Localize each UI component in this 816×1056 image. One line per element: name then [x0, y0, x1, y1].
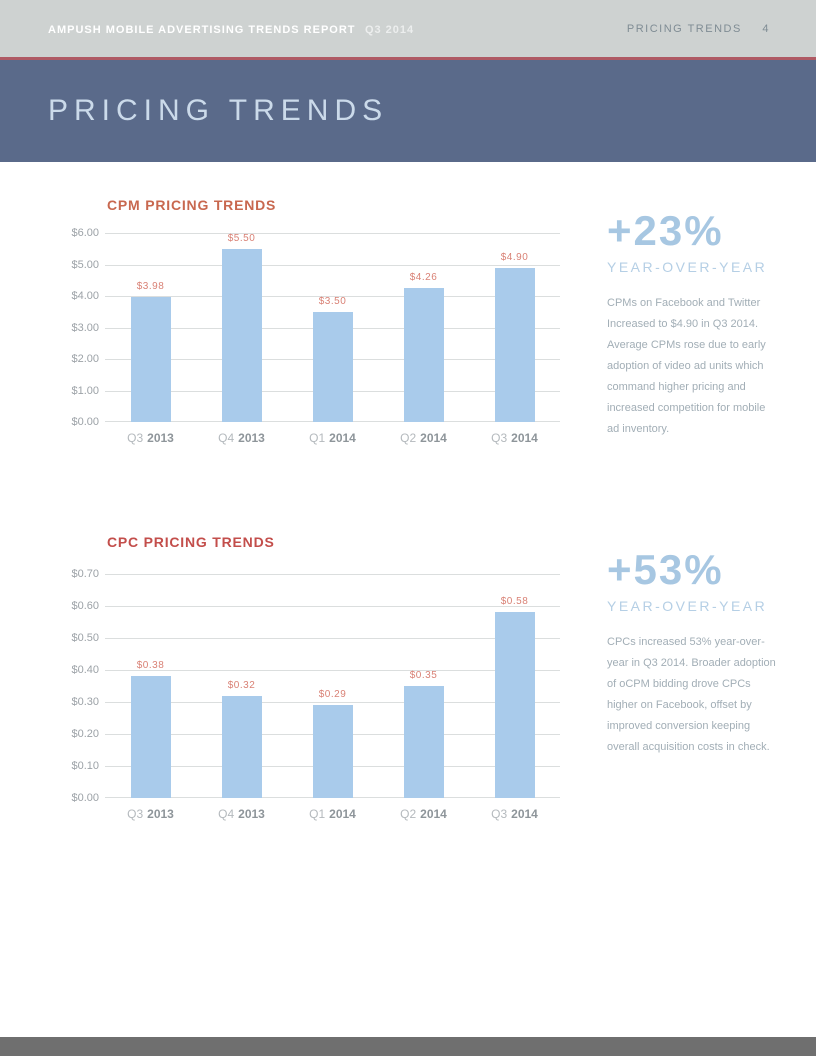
- cpm-stat-sublabel: YEAR-OVER-YEAR: [607, 259, 768, 275]
- cpc-plot-area: $0.70 $0.60 $0.50 $0.40 $0.30 $0.20 $0.10 $0.00…: [71, 568, 560, 821]
- report-period: Q3 2014: [364, 23, 415, 36]
- report-header: AMPUSH MOBILE ADVERTISING TRENDS REPORT …: [48, 20, 414, 38]
- bar-value-label: $3.98: [136, 280, 165, 292]
- x-label-year: 2013: [147, 807, 174, 821]
- y-axis-tick-label: $0.00: [71, 416, 99, 428]
- gridline: [105, 574, 560, 575]
- x-axis-label: Q3 2014: [465, 807, 565, 821]
- bar-value-label: $0.38: [136, 660, 165, 672]
- y-axis-tick-label: $1.00: [71, 384, 99, 397]
- x-axis-label: Q1 2014: [283, 807, 383, 821]
- x-axis-label: Q3 2014: [465, 431, 565, 445]
- gridline: [105, 638, 560, 639]
- bar-value-label: $0.32: [227, 679, 256, 691]
- bar-q1-2014: [312, 311, 353, 422]
- bar-q2-2014: [403, 686, 444, 798]
- cpc-chart-section: CPC PRICING TRENDS $0.70 $0.60 $0.50 $0.40 $…: [60, 534, 570, 821]
- y-axis-tick-label: $0.60: [71, 600, 99, 612]
- x-label-year: 2013: [238, 431, 265, 445]
- footer-bar: [0, 1037, 816, 1056]
- x-label-year: 2013: [147, 431, 174, 445]
- header-section-label: PRICING TRENDS: [626, 22, 742, 35]
- x-label-year: 2014: [420, 431, 447, 445]
- cpm-chart-section: CPM PRICING TRENDS $6.00 $5.00 $4.00 $3.00 $…: [60, 197, 570, 445]
- x-label-year: 2013: [238, 807, 265, 821]
- x-label-year: 2014: [329, 431, 356, 445]
- x-axis-label: Q4 2013: [192, 807, 292, 821]
- bar-value-label: $4.26: [409, 271, 438, 283]
- x-label-quarter: Q3: [491, 431, 508, 445]
- x-axis-label: Q3 2013: [101, 807, 201, 821]
- x-label-quarter: Q3: [127, 807, 144, 821]
- y-axis-tick-label: $0.30: [71, 696, 99, 708]
- y-axis-tick-label: $0.50: [71, 632, 99, 644]
- gridline: [105, 670, 560, 671]
- bar-q4-2013: [221, 695, 262, 798]
- cpm-chart-title: CPM PRICING TRENDS: [107, 197, 277, 213]
- cpc-stat-value: +53%: [607, 546, 724, 593]
- gridline: [105, 265, 560, 266]
- bar-q3-2014: [494, 267, 535, 422]
- y-axis-tick-label: $4.00: [71, 290, 99, 302]
- x-label-quarter: Q2: [400, 807, 417, 821]
- x-label-year: 2014: [511, 431, 538, 445]
- bar-value-label: $0.35: [409, 670, 438, 681]
- x-label-year: 2014: [420, 807, 447, 821]
- report-title: AMPUSH MOBILE ADVERTISING TRENDS REPORT: [48, 23, 356, 36]
- cpc-stat-block: +53% YEAR-OVER-YEAR CPCs increased 53% y…: [607, 549, 779, 758]
- bar-q1-2014: [312, 705, 353, 798]
- x-label-year: 2014: [511, 807, 538, 821]
- x-axis-label: Q2 2014: [374, 431, 474, 445]
- bar-value-label: $0.58: [500, 596, 529, 608]
- x-label-quarter: Q1: [309, 431, 326, 445]
- bar-value-label: $0.29: [318, 689, 347, 701]
- x-axis-label: Q2 2014: [374, 807, 474, 821]
- bar-value-label: $4.90: [500, 251, 529, 263]
- header-page-number: 4: [762, 22, 770, 35]
- gridline: [105, 296, 560, 297]
- cpm-stat-description: CPMs on Facebook and Twitter Increased t…: [607, 297, 766, 435]
- bar-q3-2013: [130, 676, 171, 798]
- cpm-stat-block: +23% YEAR-OVER-YEAR CPMs on Facebook and…: [607, 210, 779, 440]
- header-meta: PRICING TRENDS 4: [627, 23, 770, 35]
- y-axis-tick-label: $5.00: [71, 258, 99, 271]
- y-axis-tick-label: $0.40: [71, 664, 99, 676]
- y-axis-tick-label: $6.00: [71, 227, 99, 239]
- y-axis-tick-label: $0.70: [71, 568, 99, 580]
- x-axis-label: Q1 2014: [283, 431, 383, 445]
- bar-value-label: $3.50: [318, 295, 347, 307]
- bar-value-label: $5.50: [227, 232, 256, 244]
- y-axis-tick-label: $2.00: [71, 353, 99, 365]
- gridline: [105, 233, 560, 234]
- cpm-plot-area: $6.00 $5.00 $4.00 $3.00 $2.00 $1.00 $0.00 $3.98…: [71, 227, 560, 445]
- y-axis-tick-label: $0.00: [71, 792, 99, 804]
- x-axis-label: Q4 2013: [192, 431, 292, 445]
- gridline: [105, 606, 560, 607]
- accent-line: [0, 57, 816, 60]
- x-label-quarter: Q4: [218, 431, 235, 445]
- x-label-quarter: Q3: [127, 431, 144, 445]
- x-axis-label: Q3 2013: [101, 431, 201, 445]
- header-bar: AMPUSH MOBILE ADVERTISING TRENDS REPORT …: [0, 0, 816, 57]
- x-label-quarter: Q2: [400, 431, 417, 445]
- y-axis-tick-label: $0.20: [71, 728, 99, 740]
- cpc-chart-title: CPC PRICING TRENDS: [107, 534, 275, 550]
- bar-q3-2013: [130, 296, 171, 422]
- page-title: PRICING TRENDS: [48, 94, 389, 127]
- cpc-stat-sublabel: YEAR-OVER-YEAR: [607, 598, 768, 614]
- x-label-year: 2014: [329, 807, 356, 821]
- cpm-stat-value: +23%: [607, 207, 724, 254]
- page-banner: PRICING TRENDS: [0, 60, 816, 162]
- y-axis-tick-label: $0.10: [71, 760, 99, 772]
- x-label-quarter: Q4: [218, 807, 235, 821]
- gridline: [105, 702, 560, 703]
- x-label-quarter: Q3: [491, 807, 508, 821]
- y-axis-tick-label: $3.00: [71, 321, 99, 334]
- bar-q2-2014: [403, 287, 444, 422]
- bar-q3-2014: [494, 612, 535, 798]
- cpc-stat-description: CPCs increased 53% year-over-year in Q3 …: [607, 636, 776, 753]
- bar-q4-2013: [221, 248, 262, 422]
- x-label-quarter: Q1: [309, 807, 326, 821]
